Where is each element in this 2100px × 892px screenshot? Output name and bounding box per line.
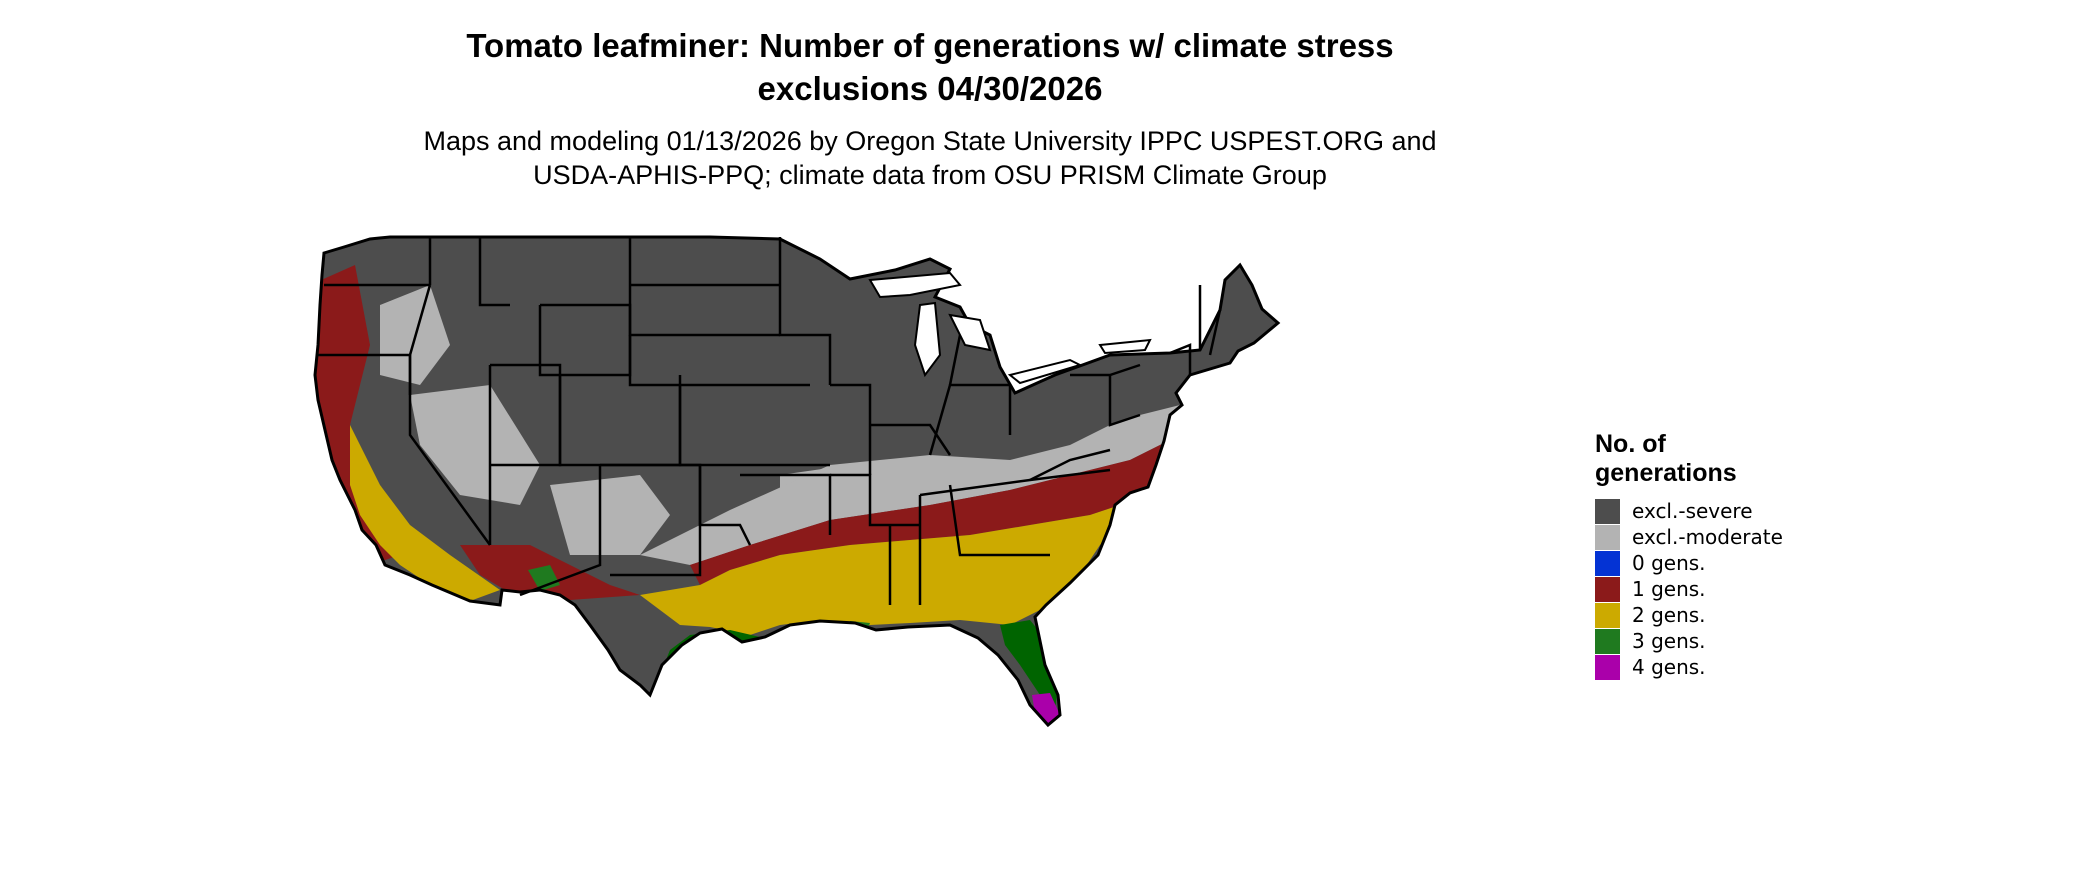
legend-item: 1 gens. [1595, 576, 1915, 602]
zone-3-gens-arizona [528, 565, 560, 591]
legend-items: excl.-severe excl.-moderate 0 gens. 1 gens.… [1595, 498, 1915, 680]
legend-item: 0 gens. [1595, 550, 1915, 576]
map-title: Tomato leafminer: Number of generations … [0, 24, 1860, 110]
legend-label: 0 gens. [1632, 551, 1706, 575]
zone-excl-moderate-midwest [640, 405, 1180, 565]
lake-huron [948, 313, 992, 352]
great-lakes [868, 271, 1152, 385]
legend-swatch [1595, 576, 1620, 602]
legend-title: No. of generations [1595, 430, 1737, 487]
legend-swatch [1595, 524, 1620, 550]
legend-swatch [1595, 498, 1620, 524]
zone-4-gens-south-texas-tip [740, 677, 760, 691]
map-title-block: Tomato leafminer: Number of generations … [0, 24, 1860, 192]
legend-swatch [1595, 628, 1620, 654]
legend-item: excl.-moderate [1595, 524, 1915, 550]
map-subtitle: Maps and modeling 01/13/2026 by Oregon S… [0, 124, 1860, 192]
legend-item: 2 gens. [1595, 602, 1915, 628]
legend-item: excl.-severe [1595, 498, 1915, 524]
map-subtitle-line-2: USDA-APHIS-PPQ; climate data from OSU PR… [533, 160, 1327, 190]
lake-erie [1007, 358, 1083, 385]
zone-4-gens-south-florida [1032, 693, 1060, 725]
legend-swatch [1595, 602, 1620, 628]
map-title-line-1: Tomato leafminer: Number of generations … [466, 27, 1394, 64]
legend-label: excl.-severe [1632, 499, 1753, 523]
legend-swatch [1595, 550, 1620, 576]
map-title-line-2: exclusions 04/30/2026 [757, 70, 1103, 107]
lake-michigan [913, 301, 942, 378]
legend-swatch [1595, 654, 1620, 680]
legend-label: excl.-moderate [1632, 525, 1783, 549]
zone-excl-moderate-southwest [550, 475, 670, 555]
state-borders [318, 237, 1222, 605]
legend-item: 3 gens. [1595, 628, 1915, 654]
legend: No. of generations excl.-severe excl.-mod… [1595, 430, 1915, 680]
zone-2-gens-california [350, 425, 500, 601]
generation-zones [315, 237, 1278, 725]
legend-label: 3 gens. [1632, 629, 1706, 653]
zone-excl-moderate-great-basin [410, 385, 540, 505]
zone-2-gens-gulf-states [640, 495, 1150, 635]
lake-superior [868, 271, 962, 299]
us-map-svg [313, 235, 1280, 727]
legend-label: 4 gens. [1632, 655, 1706, 679]
lake-ontario [1098, 338, 1152, 355]
legend-label: 2 gens. [1632, 603, 1706, 627]
zone-1-gens-south-central [690, 440, 1170, 585]
us-map [310, 225, 1570, 890]
legend-item: 4 gens. [1595, 654, 1915, 680]
legend-label: 1 gens. [1632, 577, 1706, 601]
map-subtitle-line-1: Maps and modeling 01/13/2026 by Oregon S… [423, 126, 1437, 156]
